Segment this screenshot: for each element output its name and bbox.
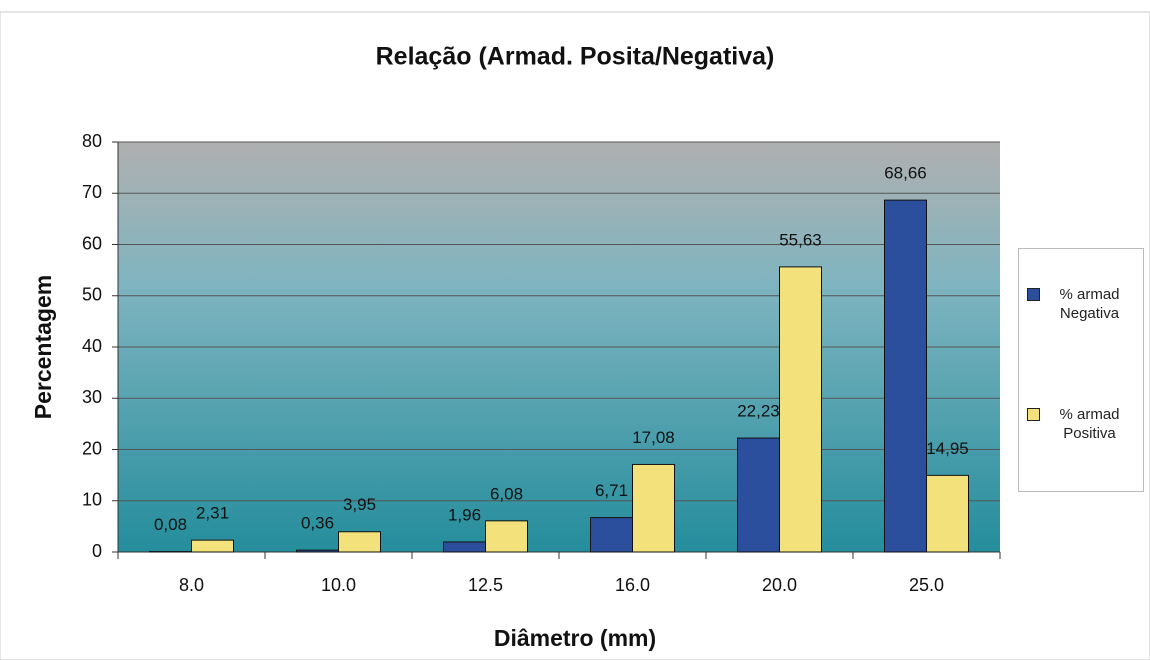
data-label: 17,08 bbox=[632, 428, 675, 447]
bar bbox=[779, 266, 822, 553]
y-tick-label: 0 bbox=[92, 541, 102, 561]
chart-title: Relação (Armad. Posita/Negativa) bbox=[376, 43, 775, 71]
data-label: 0,08 bbox=[154, 515, 187, 534]
y-tick-label: 50 bbox=[82, 285, 102, 305]
data-label: 1,96 bbox=[448, 505, 481, 524]
legend-label: % armad Positiva bbox=[1059, 406, 1120, 442]
y-axis-label: Percentagem bbox=[30, 275, 56, 419]
data-label: 6,08 bbox=[490, 484, 523, 503]
bar bbox=[485, 520, 528, 553]
data-label: 14,95 bbox=[926, 439, 969, 458]
x-tick-label: 8.0 bbox=[179, 575, 204, 595]
y-tick-label: 70 bbox=[82, 182, 102, 202]
data-label: 6,71 bbox=[595, 481, 628, 500]
bar bbox=[443, 541, 486, 553]
y-tick-label: 60 bbox=[82, 233, 102, 253]
x-tick-label: 12.5 bbox=[468, 575, 503, 595]
y-tick-label: 10 bbox=[82, 490, 102, 510]
x-tick-label: 20.0 bbox=[762, 575, 797, 595]
data-label: 0,36 bbox=[301, 514, 334, 533]
y-tick-label: 30 bbox=[82, 387, 102, 407]
data-label: 2,31 bbox=[196, 504, 229, 523]
bar bbox=[338, 531, 381, 553]
bar bbox=[296, 549, 339, 553]
y-tick-label: 80 bbox=[82, 131, 102, 151]
legend-swatch bbox=[1027, 408, 1040, 421]
x-tick-label: 10.0 bbox=[321, 575, 356, 595]
legend-item: % armad Negativa bbox=[1027, 285, 1139, 323]
y-tick-label: 20 bbox=[82, 438, 102, 458]
bar bbox=[926, 474, 969, 553]
legend-item: % armad Positiva bbox=[1027, 405, 1139, 443]
legend-swatch bbox=[1027, 288, 1040, 301]
legend-label: % armad Negativa bbox=[1059, 286, 1120, 322]
bar bbox=[191, 539, 234, 553]
bar bbox=[632, 463, 675, 553]
y-tick-label: 40 bbox=[82, 336, 102, 356]
x-tick-label: 25.0 bbox=[909, 575, 944, 595]
data-label: 55,63 bbox=[779, 230, 822, 249]
x-tick-label: 16.0 bbox=[615, 575, 650, 595]
data-label: 3,95 bbox=[343, 495, 376, 514]
data-label: 68,66 bbox=[884, 164, 927, 183]
bar bbox=[884, 199, 927, 553]
bar bbox=[590, 517, 633, 553]
legend: % armad Negativa % armad Positiva bbox=[1018, 248, 1144, 492]
x-axis-label: Diâmetro (mm) bbox=[494, 625, 656, 651]
data-label: 22,23 bbox=[737, 402, 780, 421]
bar bbox=[737, 437, 780, 553]
